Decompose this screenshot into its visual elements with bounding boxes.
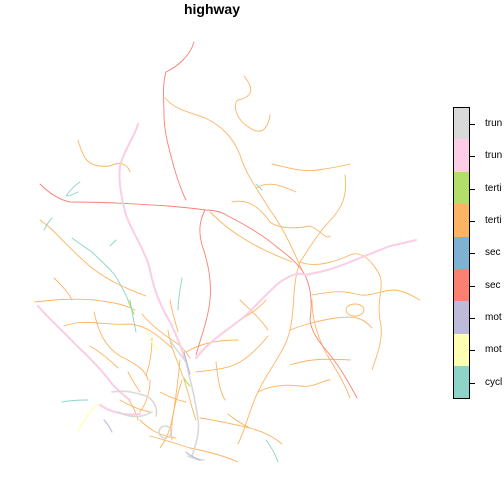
- legend-swatch: [453, 333, 470, 367]
- legend-swatch: [453, 366, 470, 399]
- legend-tick: [470, 318, 475, 319]
- secondary-roads: [39, 41, 358, 399]
- legend-swatch: [453, 107, 470, 140]
- legend-swatch: [453, 204, 470, 237]
- legend-label: trun: [485, 150, 503, 161]
- legend-tick: [470, 221, 475, 222]
- legend-tick: [470, 286, 475, 287]
- legend-tick: [470, 189, 475, 190]
- legend-tick: [470, 156, 475, 157]
- legend-label: cycl: [485, 377, 503, 388]
- legend-label: sec: [485, 280, 501, 291]
- roundabout: [345, 303, 365, 317]
- legend-tick: [470, 253, 475, 254]
- motorway-roads: [103, 351, 201, 461]
- legend-tick: [470, 350, 475, 351]
- legend-label: terti: [485, 215, 502, 226]
- legend-tick: [470, 383, 475, 384]
- color-legend: [453, 107, 470, 399]
- legend-label: sec: [485, 247, 501, 258]
- legend-label: mot: [485, 312, 502, 323]
- legend-swatch: [453, 139, 470, 172]
- cycleway-paths: [43, 181, 279, 463]
- legend-tick: [470, 124, 475, 125]
- tertiary-roads: [34, 75, 421, 463]
- legend-swatch: [453, 236, 470, 269]
- trunk-roads: [111, 339, 205, 461]
- tertiary-link-roads: [127, 299, 191, 387]
- legend-frame: [453, 107, 470, 399]
- legend-label: terti: [485, 183, 502, 194]
- legend-swatch: [453, 269, 470, 302]
- motorway-link-roads: [77, 329, 159, 433]
- legend-label: trun: [485, 118, 503, 129]
- legend-swatch: [453, 171, 470, 205]
- road-network-map: [34, 41, 421, 463]
- map-title: highway: [183, 1, 240, 17]
- legend-label: mot: [485, 344, 502, 355]
- trunk-link-roads: [37, 123, 417, 416]
- legend-swatch: [453, 301, 470, 334]
